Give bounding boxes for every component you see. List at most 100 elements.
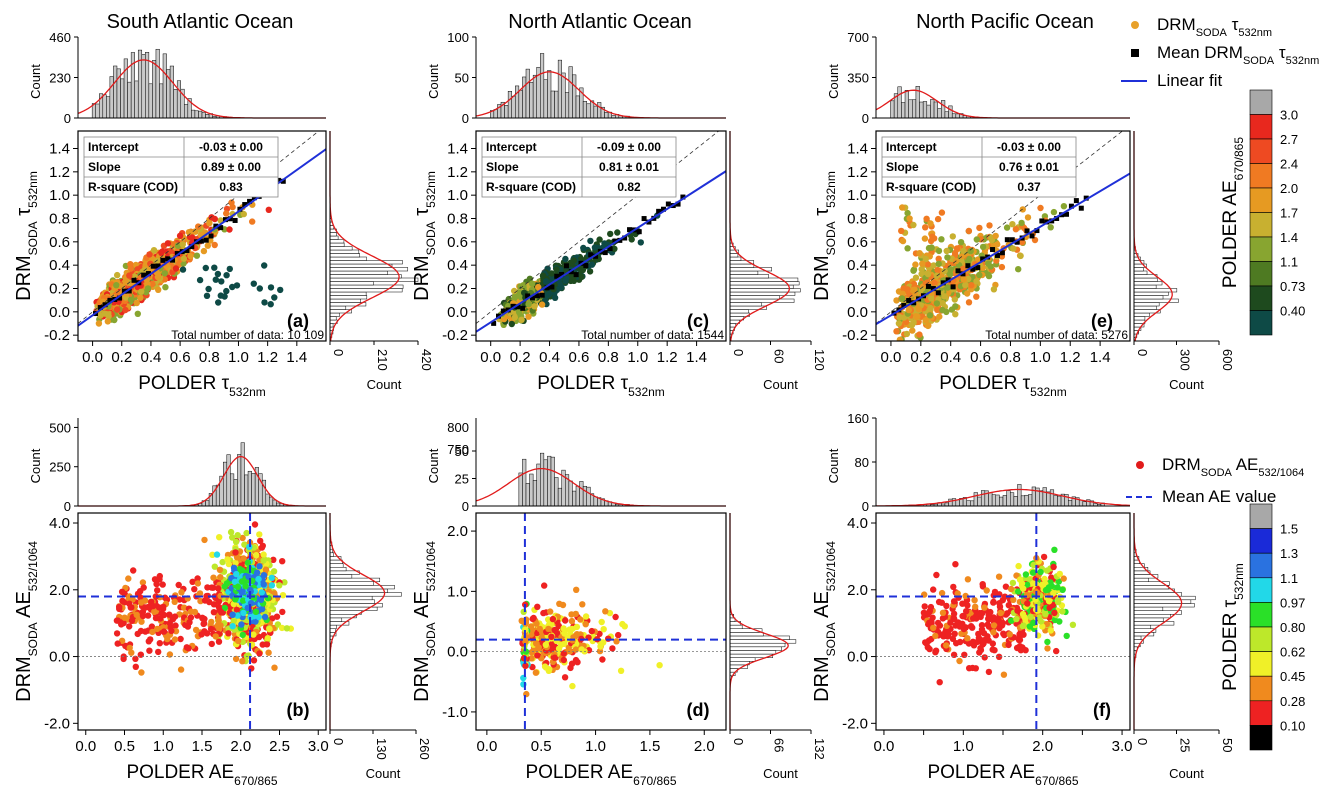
data-point [990,286,998,293]
data-point [926,619,933,626]
data-point [921,235,929,242]
right-hist-bar [1133,284,1157,289]
data-point [934,266,941,274]
data-point [232,655,240,663]
data-point [206,220,213,227]
data-point [531,303,538,310]
data-point [178,589,185,596]
y-tick-label: 0.0 [847,649,868,666]
mean-marker [189,244,195,250]
mean-marker [554,273,560,279]
fit-line [876,172,1130,326]
data-point [562,255,569,263]
top-hist-bar [557,59,562,119]
data-point [935,260,942,268]
data-point [1013,644,1021,652]
top-hist-tick-label: 160 [847,411,869,426]
legend-label: Mean DRMSODA τ532nm [1157,43,1319,67]
data-point [981,604,988,611]
right-hist-bar [329,270,388,275]
colorbar-label: 2.0 [1280,181,1298,196]
data-point [611,245,618,252]
y-axis-title: DRMSODA AE532/1064 [811,541,838,702]
right-hist-density [729,513,789,730]
total-count-label: Total number of data: 5276 [985,328,1128,342]
data-point [952,561,959,568]
top-hist-bar [575,95,580,119]
data-point [939,306,946,314]
data-point [971,597,978,604]
x-tick-label: 2.0 [694,738,715,755]
data-point [1045,584,1053,591]
data-point [241,541,248,548]
data-point [562,617,569,624]
data-point [896,336,904,341]
mean-marker [935,290,941,296]
data-point [211,215,218,223]
data-point [944,284,951,291]
top-hist-bar [944,111,949,119]
fit-table-key: Intercept [88,140,139,154]
top-hist-tick-label: 50 [455,71,469,86]
top-hist-bar [977,496,982,507]
data-point [548,270,555,277]
data-point [522,626,529,633]
right-hist-bar [729,302,762,307]
data-point [995,573,1003,580]
data-point [230,617,237,624]
right-hist-bar [329,305,347,310]
data-point [256,563,263,570]
data-point [967,247,974,255]
fit-table-key: Slope [486,160,519,174]
data-point [949,233,956,240]
right-hist-bar [329,312,340,317]
data-point [1009,579,1017,587]
data-point [255,575,262,583]
data-point [223,210,230,217]
data-point [194,575,201,582]
legend-marker [1131,49,1139,57]
data-point [1069,621,1077,628]
top-hist-bar [579,481,584,507]
data-point [568,611,575,618]
colorbar-label: 0.97 [1280,595,1305,610]
data-point [128,649,135,656]
y-tick-label: -0.2 [842,327,868,344]
data-point [528,655,535,662]
top-hist-bar [582,485,587,507]
y-tick-label: 1.4 [847,141,868,158]
x-tick-label: 0.0 [480,349,501,366]
fit-table-key: Intercept [886,140,937,154]
data-point [976,224,983,232]
data-point [933,571,940,579]
top-hist-bar [930,99,935,119]
colorbar-label: 0.62 [1280,645,1305,660]
top-hist-bar [155,48,160,119]
data-point [926,312,934,319]
data-point [185,645,192,652]
data-point [913,313,920,320]
data-point [221,293,228,300]
data-point [904,286,911,293]
right-hist-bar [329,624,337,629]
data-point [525,301,532,308]
data-point [191,586,198,593]
data-point [240,210,247,218]
data-point [234,583,242,590]
right-hist-bar [329,253,361,258]
data-point [938,209,946,216]
data-point [232,559,239,566]
mean-marker [1009,237,1015,243]
colorbar-label: 1.3 [1280,546,1298,561]
right-hist-bar [329,281,374,286]
data-point [985,611,992,619]
mean-marker [165,256,171,262]
fit-table-frame [881,136,1077,198]
mean-marker [155,263,161,269]
data-point [529,663,536,671]
data-point [615,631,622,639]
mean-marker [588,252,594,258]
panel-letter: (d) [687,700,710,720]
